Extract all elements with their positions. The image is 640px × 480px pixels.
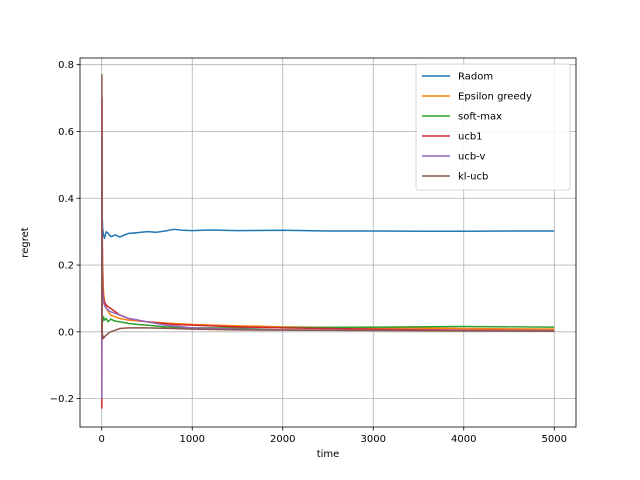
series-lines (101, 73, 555, 409)
y-axis-label: regret (20, 227, 31, 257)
legend-label: ucb1 (458, 132, 483, 143)
y-tick-label: −0.2 (50, 394, 74, 405)
y-tick-label: 0.0 (58, 327, 74, 338)
y-tick-label: 0.8 (58, 60, 74, 71)
legend-label: Radom (458, 72, 493, 83)
x-tick-label: 3000 (361, 434, 386, 445)
legend-label: kl-ucb (458, 172, 488, 183)
legend-label: soft-max (458, 112, 502, 123)
x-tick-label: 2000 (270, 434, 295, 445)
legend-label: Epsilon greedy (458, 92, 532, 103)
y-tick-label: 0.2 (58, 261, 74, 272)
series-line-kl-ucb (101, 73, 555, 340)
legend-label: ucb-v (458, 152, 486, 163)
x-tick-label: 0 (99, 434, 105, 445)
legend-box (415, 63, 571, 191)
x-tick-label: 5000 (542, 434, 567, 445)
series-line-soft-max (101, 314, 555, 339)
series-line-radom (101, 214, 555, 299)
y-tick-label: 0.4 (58, 194, 74, 205)
x-tick-label: 4000 (451, 434, 476, 445)
axis-ticks: 0 1000 2000 3000 4000 5000 −0.2 0.0 0.2 0.4 0.6 0.8 (50, 60, 567, 445)
legend: Radom Epsilon greedy soft-max ucb1 ucb-v kl-u… (415, 63, 571, 191)
x-tick-label: 1000 (180, 434, 205, 445)
x-axis-label: time (317, 449, 340, 460)
y-tick-label: 0.6 (58, 127, 74, 138)
plot-frame (79, 57, 577, 428)
